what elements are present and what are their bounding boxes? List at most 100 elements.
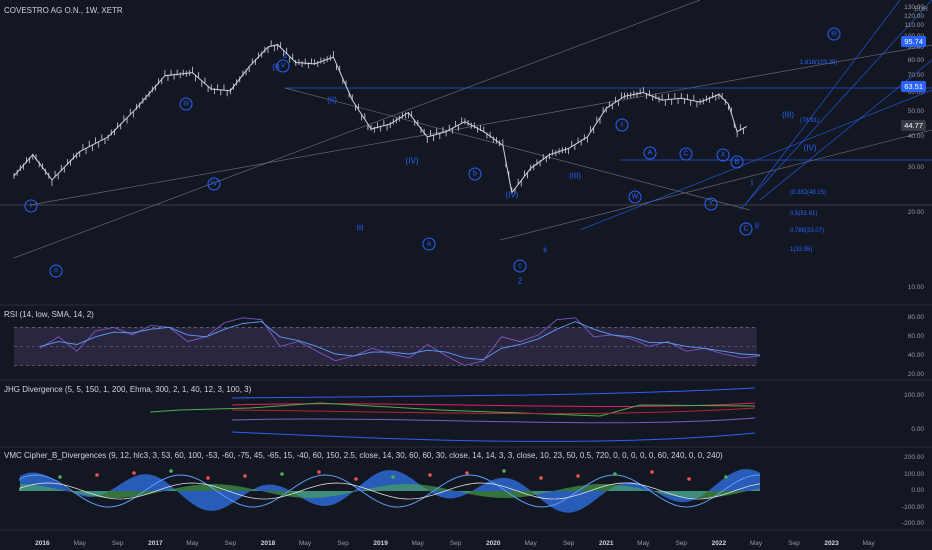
vmc-signal-dot <box>465 471 469 475</box>
trend-line-5 <box>499 129 932 241</box>
y-tick-main: 70.00 <box>907 71 924 79</box>
x-tick: 2017 <box>148 540 163 547</box>
x-tick: May <box>73 540 86 547</box>
wave-label-20: A <box>643 146 657 160</box>
vmc-signal-dot <box>243 474 247 478</box>
fib-label-1: (78.91) <box>800 118 820 124</box>
wave-label-22: X <box>716 148 730 162</box>
vmc-signal-dot <box>687 477 691 481</box>
vmc-wt2-line <box>19 482 761 500</box>
trend-line-9 <box>579 89 932 231</box>
vmc-signal-dot <box>169 469 173 473</box>
fib-label-0: 1.618(103.25) <box>800 60 838 66</box>
vmc-mf-area <box>20 484 760 498</box>
y-tick-main: 110.00 <box>904 22 924 30</box>
wave-label-5: IV <box>207 177 221 191</box>
jhg-line-3 <box>231 431 756 442</box>
y-tick-main: 100.00 <box>904 33 924 40</box>
wave-label-7: C <box>739 222 753 236</box>
x-tick: 2019 <box>373 540 388 547</box>
jhg-line-0 <box>231 417 756 424</box>
vmc-wt1-line <box>19 474 761 508</box>
x-tick: 2023 <box>824 540 839 547</box>
x-tick: Sep <box>111 540 124 547</box>
wave-label-27: II <box>754 221 760 231</box>
wave-label-11: c <box>513 259 527 273</box>
y-tick-vmc-0: 200.00 <box>904 454 924 461</box>
fib-label-2: (0.382(48.15) <box>790 190 827 196</box>
x-tick: 2020 <box>486 540 501 547</box>
jhg-line-5 <box>231 407 756 415</box>
vmc-signal-dot <box>132 471 136 475</box>
y-tick-main: 30.00 <box>907 164 924 172</box>
wave-label-26: I <box>750 178 754 188</box>
wave-label-8: 2 <box>517 276 523 286</box>
rsi-series-1 <box>39 321 761 361</box>
x-tick: May <box>862 540 875 547</box>
x-tick: May <box>186 540 199 547</box>
vmc-signal-dot <box>391 475 395 479</box>
wave-label-17: (III) <box>569 171 581 181</box>
wave-label-4: V <box>276 59 290 73</box>
wave-label-6: I <box>615 118 629 132</box>
y-tick-main: 60.00 <box>907 88 924 96</box>
price-label-2: 44.77 <box>901 119 926 131</box>
x-tick: Sep <box>562 540 575 547</box>
x-tick: 2016 <box>35 540 50 547</box>
wave-label-10: a <box>422 237 436 251</box>
y-tick-jhg-1: 0.00 <box>911 426 924 433</box>
vmc-signal-dot <box>428 473 432 477</box>
y-tick-main: 130.00 <box>904 4 924 11</box>
y-tick-vmc-3: -100.00 <box>901 503 924 511</box>
vmc-signal-dot <box>576 474 580 478</box>
trend-line-7 <box>744 0 901 206</box>
vmc-signal-dot <box>502 469 506 473</box>
y-tick-main: 10.00 <box>907 284 924 292</box>
x-tick: Sep <box>224 540 237 547</box>
y-tick-vmc-4: -200.00 <box>901 520 924 527</box>
vmc-title: VMC Cipher_B_Divergences (9, 12, hlc3, 3… <box>4 451 723 460</box>
y-tick-vmc-2: 0.00 <box>911 487 924 494</box>
y-tick-rsi: 60.00 <box>907 332 924 340</box>
y-tick-jhg-0: 100.00 <box>904 392 924 399</box>
y-tick-vmc-1: 100.00 <box>904 470 924 478</box>
wave-label-0: 1 <box>282 50 288 60</box>
wave-label-28: ii <box>543 245 547 255</box>
vmc-signal-dot <box>206 476 210 480</box>
wave-label-29: III <box>356 223 364 233</box>
x-tick: Sep <box>675 540 688 547</box>
x-tick: Sep <box>337 540 349 547</box>
wave-label-19: (IV) <box>803 143 817 153</box>
y-tick-rsi: 40.00 <box>907 351 924 359</box>
wave-label-21: C <box>679 147 693 161</box>
y-tick-main: 50.00 <box>907 108 924 116</box>
rsi-title: RSI (14, low, SMA, 14, 2) <box>4 310 94 319</box>
y-tick-main: 80.00 <box>907 57 924 65</box>
rsi-series-0 <box>39 317 761 366</box>
vmc-signal-dot <box>95 473 99 477</box>
trend-line-1 <box>29 44 932 206</box>
y-tick-main: 90.00 <box>907 44 924 52</box>
y-tick-main: 20.00 <box>907 208 924 216</box>
vmc-signal-dot <box>58 475 62 479</box>
wave-label-14: (II) <box>327 95 337 105</box>
wave-label-9: b <box>468 167 482 181</box>
jhg-line-4 <box>149 402 756 417</box>
price-label-1: 63.51 <box>901 81 926 93</box>
jhg-title: JHG Divergence (5, 5, 150, 1, 200, Ehma,… <box>4 385 252 394</box>
x-tick: May <box>411 540 424 547</box>
wave-label-18: (III) <box>782 110 794 120</box>
currency-label: EUR <box>914 6 928 13</box>
wave-label-15: (IV) <box>405 156 419 166</box>
wave-label-25: Y <box>704 197 718 211</box>
wave-label-1: I <box>24 199 38 213</box>
vmc-signal-dot <box>317 470 321 474</box>
fib-label-3: 0.5(51.61) <box>790 211 818 217</box>
vmc-signal-dot <box>613 472 617 476</box>
main-title: COVESTRO AG O.N., 1W, XETR <box>4 6 123 15</box>
x-tick: 2022 <box>711 540 727 547</box>
x-tick: May <box>637 540 650 547</box>
x-tick: Sep <box>449 540 462 547</box>
wave-label-16: (IV) <box>505 190 519 200</box>
